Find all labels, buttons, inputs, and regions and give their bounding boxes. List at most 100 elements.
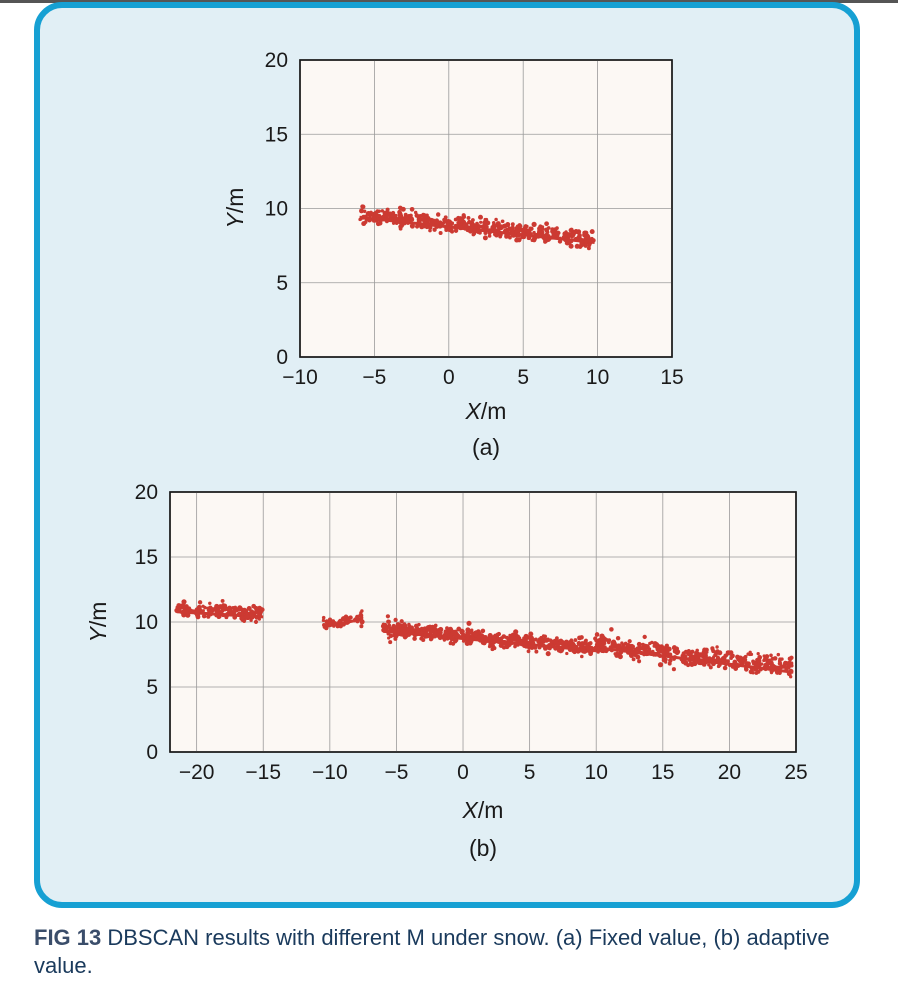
data-point xyxy=(569,232,574,236)
data-point xyxy=(236,607,242,612)
data-point xyxy=(642,652,646,657)
data-point xyxy=(777,661,783,666)
data-point xyxy=(565,651,569,656)
data-point xyxy=(420,634,424,638)
data-point xyxy=(606,640,611,645)
data-point xyxy=(533,646,538,650)
x-ticks-a: −10 −5 0 5 10 15 xyxy=(282,366,683,389)
data-point xyxy=(353,617,358,622)
data-point xyxy=(567,647,573,653)
data-point xyxy=(530,641,535,646)
plot-frame-a xyxy=(299,59,673,358)
data-point xyxy=(420,630,424,635)
data-point xyxy=(519,232,525,238)
data-point xyxy=(511,225,515,229)
y-ticks-b: 0 5 10 15 20 xyxy=(135,481,158,764)
data-point xyxy=(487,638,493,644)
data-point xyxy=(236,612,241,617)
data-point xyxy=(735,655,741,661)
data-point xyxy=(438,231,443,235)
data-point xyxy=(514,230,519,234)
y-tick-label: 10 xyxy=(265,198,288,221)
data-point xyxy=(545,227,550,231)
data-point xyxy=(388,629,392,633)
data-point xyxy=(419,636,423,641)
data-point xyxy=(549,639,554,644)
data-point xyxy=(483,230,488,236)
data-point xyxy=(432,634,437,639)
data-point xyxy=(529,226,534,231)
data-point xyxy=(515,224,520,229)
data-point xyxy=(536,230,542,235)
y-tick-label: 0 xyxy=(276,346,288,369)
data-point xyxy=(749,652,754,657)
data-point xyxy=(509,641,513,646)
data-point xyxy=(375,221,381,227)
data-point xyxy=(201,609,205,613)
data-point xyxy=(745,664,750,668)
data-point xyxy=(346,617,351,622)
data-point xyxy=(516,232,521,236)
data-point xyxy=(770,656,775,661)
data-point xyxy=(636,641,642,647)
data-point xyxy=(324,619,330,624)
x-tick-label: −10 xyxy=(312,761,348,784)
data-point xyxy=(216,607,221,612)
data-point xyxy=(478,214,483,220)
y-axis-label-b: Y/m xyxy=(85,602,111,643)
data-point xyxy=(481,226,485,230)
data-point xyxy=(470,218,475,222)
data-point xyxy=(358,612,364,619)
data-point xyxy=(391,629,397,635)
data-point xyxy=(484,225,489,229)
data-point xyxy=(359,619,365,625)
data-point xyxy=(393,219,398,224)
chart-b: −20 −15 −10 −5 0 5 10 15 20 25 0 5 10 15 20 X/m Y/m (… xyxy=(85,481,808,861)
data-point xyxy=(333,621,338,626)
data-point xyxy=(533,637,538,642)
data-point xyxy=(533,232,539,239)
data-point xyxy=(385,614,391,619)
points-a xyxy=(358,204,596,251)
data-point xyxy=(631,657,636,662)
data-point xyxy=(580,239,585,244)
data-point xyxy=(713,652,718,658)
data-point xyxy=(441,635,447,641)
data-point xyxy=(488,644,492,648)
data-point xyxy=(541,232,545,236)
data-point xyxy=(469,637,475,643)
data-point xyxy=(594,638,599,643)
top-border-strip xyxy=(0,0,898,3)
data-point xyxy=(671,667,676,672)
data-point xyxy=(496,223,501,229)
data-point xyxy=(717,662,722,667)
data-point xyxy=(453,633,458,639)
data-point xyxy=(484,217,489,222)
data-point xyxy=(437,629,442,635)
data-point xyxy=(751,659,756,664)
data-point xyxy=(400,627,405,631)
data-point xyxy=(242,608,247,613)
data-point xyxy=(630,645,634,650)
data-point xyxy=(201,604,205,608)
data-point xyxy=(510,222,515,227)
data-point xyxy=(625,643,631,648)
data-point xyxy=(404,219,410,225)
data-point xyxy=(407,215,413,221)
data-point xyxy=(579,635,584,640)
data-point xyxy=(651,652,657,657)
data-point xyxy=(709,659,714,664)
data-point xyxy=(746,652,750,656)
x-tick-label: −15 xyxy=(245,761,281,784)
data-point xyxy=(502,229,508,235)
data-point xyxy=(644,648,648,653)
data-point xyxy=(742,656,747,660)
data-point xyxy=(531,221,537,227)
data-point xyxy=(371,215,376,220)
data-point xyxy=(736,663,741,668)
data-point xyxy=(480,634,484,639)
data-point xyxy=(413,633,418,637)
data-point xyxy=(253,619,259,624)
data-point xyxy=(240,612,244,617)
data-point xyxy=(488,228,494,234)
